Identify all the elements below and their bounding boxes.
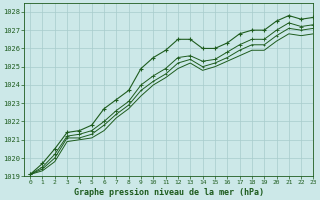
- X-axis label: Graphe pression niveau de la mer (hPa): Graphe pression niveau de la mer (hPa): [74, 188, 264, 197]
